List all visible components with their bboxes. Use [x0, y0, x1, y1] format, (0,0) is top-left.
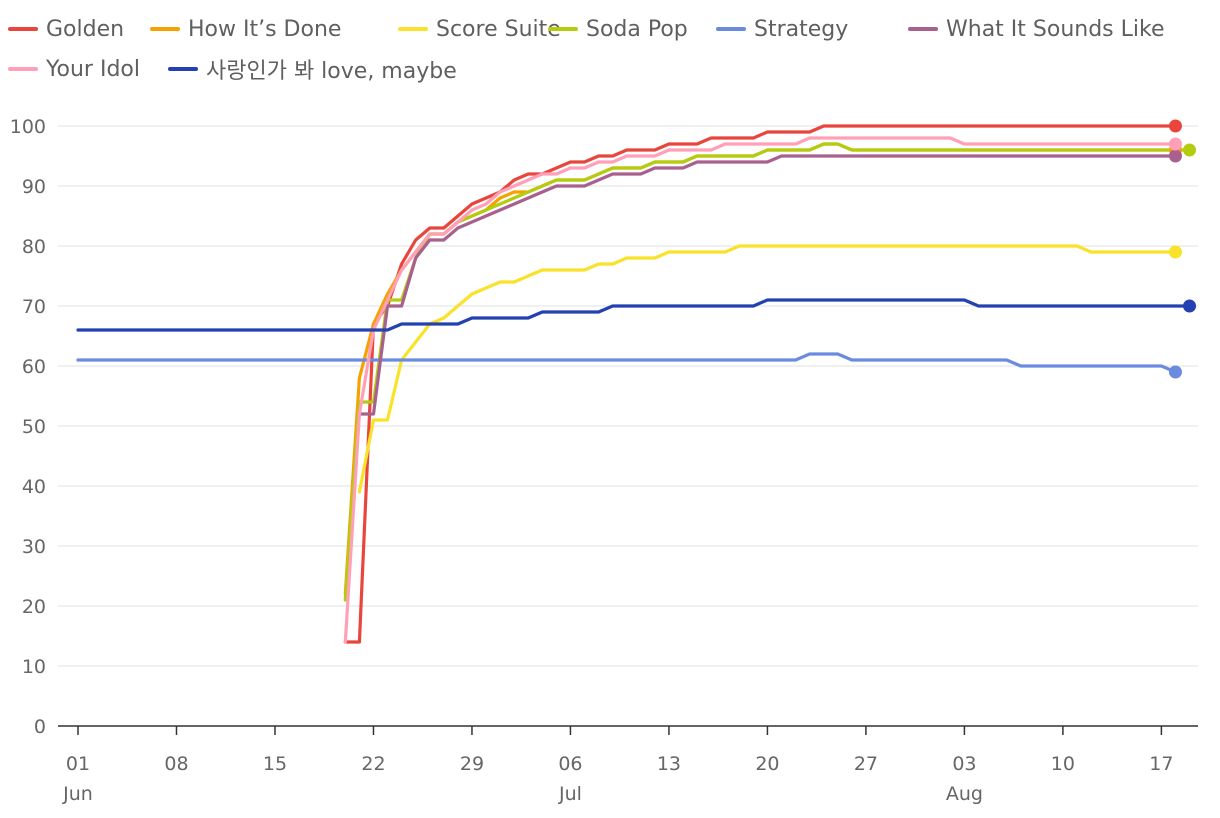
legend-label: What It Sounds Like — [946, 16, 1165, 42]
series-3-line[interactable] — [343, 142, 1192, 602]
x-tick-label: 17 — [1149, 753, 1173, 775]
legend-item-5[interactable]: What It Sounds Like — [908, 12, 1165, 46]
end-markers — [1168, 119, 1197, 379]
legend-item-2[interactable]: Score Suite — [398, 12, 561, 46]
series-6-line[interactable] — [343, 136, 1178, 644]
y-tick-label: 10 — [22, 656, 46, 678]
x-tick-label: 08 — [164, 753, 188, 775]
legend-swatch — [548, 27, 578, 31]
series-2-line[interactable] — [357, 244, 1178, 494]
y-tick-label: 100 — [10, 116, 46, 138]
x-tick-label: 10 — [1051, 753, 1075, 775]
series-7-end-marker[interactable] — [1183, 299, 1197, 313]
series-4-line[interactable] — [76, 352, 1178, 374]
legend-swatch — [398, 27, 428, 31]
y-tick-label: 80 — [22, 236, 46, 258]
x-tick-label: 29 — [460, 753, 484, 775]
legend-item-0[interactable]: Golden — [8, 12, 124, 46]
legend-item-7[interactable]: 사랑인가 봐 love, maybe — [168, 52, 457, 86]
legend-swatch — [8, 27, 38, 31]
series-7-line[interactable] — [76, 298, 1192, 332]
x-tick-label: 22 — [361, 753, 385, 775]
y-axis-tick-labels: 0 10 20 30 40 50 60 70 80 90 100 — [10, 116, 46, 738]
series-0-end-marker[interactable] — [1168, 119, 1182, 133]
series-5-end-marker[interactable] — [1168, 149, 1182, 163]
legend-label: Score Suite — [436, 16, 561, 42]
x-tick-month-label: Jul — [558, 783, 582, 805]
legend-item-4[interactable]: Strategy — [716, 12, 848, 46]
legend-label: Golden — [46, 16, 125, 42]
series-lines — [76, 124, 1192, 644]
legend-item-1[interactable]: How It’s Done — [150, 12, 341, 46]
x-tick-label: 20 — [755, 753, 779, 775]
y-tick-label: 0 — [34, 716, 46, 738]
legend-swatch — [150, 27, 180, 31]
legend-label: 사랑인가 봐 love, maybe — [206, 59, 457, 84]
y-tick-label: 90 — [22, 176, 46, 198]
x-tick-label: 13 — [657, 753, 681, 775]
x-tick-label: 15 — [263, 753, 287, 775]
legend-label: Strategy — [754, 16, 849, 42]
legend-label: Soda Pop — [586, 16, 688, 42]
legend-label: Your Idol — [46, 56, 140, 82]
series-0-line[interactable] — [343, 124, 1178, 644]
x-tick-label: 27 — [854, 753, 878, 775]
grid-lines — [58, 125, 1198, 667]
y-tick-label: 20 — [22, 596, 46, 618]
x-tick-month-label: Aug — [946, 783, 983, 805]
legend-swatch — [8, 67, 38, 71]
y-tick-label: 40 — [22, 476, 46, 498]
legend-item-6[interactable]: Your Idol — [8, 52, 140, 86]
legend-swatch — [168, 67, 198, 71]
legend-label: How It’s Done — [188, 16, 342, 42]
x-tick-label: 01 — [66, 753, 90, 775]
y-tick-label: 60 — [22, 356, 46, 378]
legend-swatch — [908, 27, 938, 31]
legend-item-3[interactable]: Soda Pop — [548, 12, 688, 46]
y-tick-label: 30 — [22, 536, 46, 558]
series-3-end-marker[interactable] — [1183, 143, 1197, 157]
y-tick-label: 50 — [22, 416, 46, 438]
x-tick-month-label: Jun — [62, 783, 93, 805]
x-axis — [58, 725, 1198, 735]
y-tick-label: 70 — [22, 296, 46, 318]
series-6-end-marker[interactable] — [1168, 137, 1182, 151]
series-2-end-marker[interactable] — [1168, 245, 1182, 259]
x-axis-tick-labels: 01 Jun 08 15 22 29 06 Jul 13 20 27 03 Aug 10 17 — [62, 753, 1173, 805]
legend-swatch — [716, 27, 746, 31]
series-4-end-marker[interactable] — [1168, 365, 1182, 379]
series-5-line[interactable] — [357, 154, 1178, 416]
x-tick-label: 03 — [952, 753, 976, 775]
x-tick-label: 06 — [558, 753, 582, 775]
